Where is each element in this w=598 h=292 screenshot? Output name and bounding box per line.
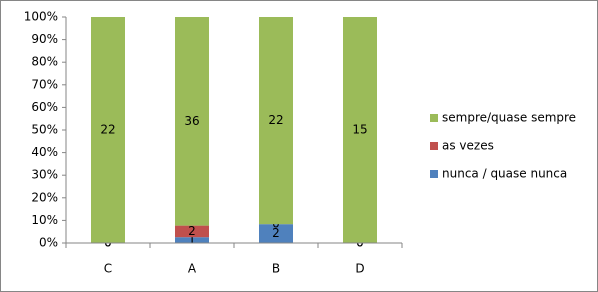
bar-segment (259, 224, 293, 243)
legend-swatch (430, 142, 438, 150)
bar-segment (91, 17, 125, 243)
bar-segment (175, 225, 209, 238)
y-tick-label: 20% (31, 190, 58, 204)
bar-segment (175, 237, 209, 243)
y-tick-label: 0% (39, 236, 58, 250)
y-tick-label: 30% (31, 168, 58, 182)
y-tick-label: 100% (24, 10, 58, 24)
data-label: 22 (100, 123, 115, 137)
bar-segment (259, 17, 293, 225)
bar-segment (175, 17, 209, 226)
legend-swatch (430, 170, 438, 178)
y-tick-label: 40% (31, 145, 58, 159)
x-tick-label: C (104, 262, 112, 276)
data-label: 36 (184, 114, 199, 128)
data-label: 1 (188, 233, 196, 247)
data-label: 15 (352, 123, 367, 137)
y-tick-label: 80% (31, 55, 58, 69)
y-tick-label: 10% (31, 213, 58, 227)
y-tick-label: 60% (31, 100, 58, 114)
legend-swatch (430, 114, 438, 122)
x-tick-label: D (355, 262, 364, 276)
x-tick-label: B (272, 262, 280, 276)
legend-label: nunca / quase nunca (442, 167, 567, 181)
data-label: 22 (268, 113, 283, 127)
legend-label: sempre/quase sempre (442, 111, 576, 125)
y-tick-label: 50% (31, 123, 58, 137)
data-label: 2 (272, 226, 280, 240)
bar-segment (343, 17, 377, 243)
x-tick-label: A (188, 262, 197, 276)
y-tick-label: 70% (31, 77, 58, 91)
legend-label: as vezes (442, 139, 494, 153)
y-tick-label: 90% (31, 32, 58, 46)
data-label: 2 (188, 224, 196, 238)
